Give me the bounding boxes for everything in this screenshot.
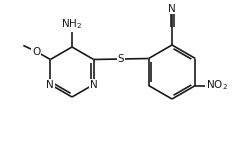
Text: NH$_2$: NH$_2$ [61,17,83,31]
Text: N: N [47,80,54,89]
Text: N: N [90,80,98,89]
Text: N: N [168,4,176,13]
Text: O: O [32,47,40,56]
Text: NO$_2$: NO$_2$ [207,79,228,92]
Text: S: S [118,54,124,64]
